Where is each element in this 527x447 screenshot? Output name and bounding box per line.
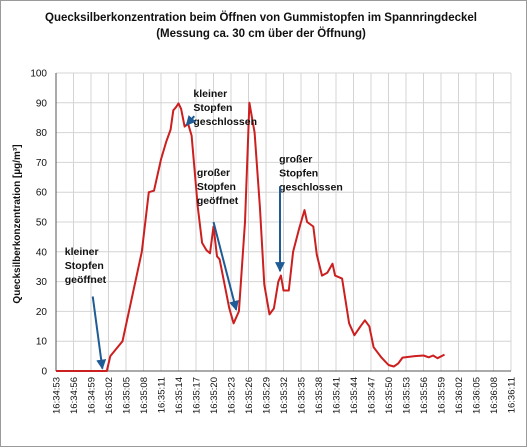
x-tick-label: 16:35:35 (297, 377, 308, 414)
annotation-label: Stopfen (65, 260, 104, 272)
annotation-label: geschlossen (279, 181, 343, 193)
annotation-label: kleiner (65, 246, 99, 258)
x-tick-label: 16:35:59 (437, 377, 448, 414)
y-tick-label: 100 (30, 69, 47, 80)
y-tick-label: 90 (36, 98, 48, 109)
x-tick-label: 16:35:56 (419, 377, 430, 414)
y-tick-label: 30 (36, 277, 48, 288)
annotation-label: kleiner (193, 88, 227, 100)
x-tick-label: 16:35:20 (209, 377, 220, 414)
y-tick-label: 20 (36, 307, 48, 318)
x-tick-label: 16:34:59 (87, 377, 98, 414)
x-tick-label: 16:34:53 (52, 377, 63, 414)
x-tick-label: 16:35:32 (279, 377, 290, 414)
y-tick-label: 40 (36, 247, 48, 258)
annotation-label: Stopfen (279, 167, 318, 179)
annotation-label: Stopfen (193, 102, 232, 114)
annotation-label: großer (197, 167, 230, 179)
chart-title: Quecksilberkonzentration beim Öffnen von… (45, 11, 477, 24)
x-tick-label: 16:35:44 (349, 377, 360, 414)
annotation-arrow (212, 221, 239, 311)
x-tick-label: 16:35:02 (104, 377, 115, 414)
x-tick-label: 16:36:05 (472, 377, 483, 414)
y-tick-label: 0 (41, 367, 47, 378)
x-tick-label: 16:35:38 (314, 377, 325, 414)
x-tick-label: 16:35:17 (192, 377, 203, 414)
series-line (56, 101, 445, 372)
y-tick-label: 60 (36, 188, 48, 199)
x-tick-label: 16:35:14 (174, 377, 185, 414)
x-tick-label: 16:35:47 (367, 377, 378, 414)
annotation-label: geöffnet (65, 274, 107, 286)
y-axis-title: Quecksilberkonzentration [µg/m³] (12, 144, 23, 303)
x-tick-label: 16:35:50 (384, 377, 395, 414)
y-tick-label: 50 (36, 218, 48, 229)
x-tick-label: 16:36:02 (454, 377, 465, 414)
x-tick-label: 16:35:11 (157, 377, 168, 413)
x-tick-label: 16:36:08 (489, 377, 500, 414)
annotation-arrow (91, 296, 107, 370)
annotation-arrow (185, 115, 197, 126)
annotation-label: geöffnet (197, 195, 239, 207)
x-tick-label: 16:36:11 (507, 377, 518, 413)
y-tick-label: 70 (36, 158, 48, 169)
x-tick-label: 16:35:29 (262, 377, 273, 414)
y-tick-label: 10 (36, 337, 48, 348)
y-tick-label: 80 (36, 128, 48, 139)
series-layer (56, 101, 445, 372)
annotation-label: geschlossen (193, 116, 257, 128)
x-tick-label: 16:35:41 (332, 377, 343, 414)
x-tick-label: 16:34:56 (69, 377, 80, 414)
annotations: kleiner Stopfen geöffnet kleiner Stopfen gesc… (65, 88, 343, 370)
axes: 0 10 20 30 40 50 60 70 80 90 100 16:34:53 16:34:56 16… (30, 69, 517, 414)
x-tick-label: 16:35:08 (139, 377, 150, 414)
x-tick-label: 16:35:05 (122, 377, 133, 414)
x-tick-label: 16:35:53 (402, 377, 413, 414)
annotation-label: Stopfen (197, 181, 236, 193)
x-tick-label: 16:35:26 (244, 377, 255, 414)
annotation-label: großer (279, 153, 312, 165)
chart-subtitle: (Messung ca. 30 cm über der Öffnung) (156, 27, 366, 40)
x-tick-label: 16:35:23 (227, 377, 238, 414)
